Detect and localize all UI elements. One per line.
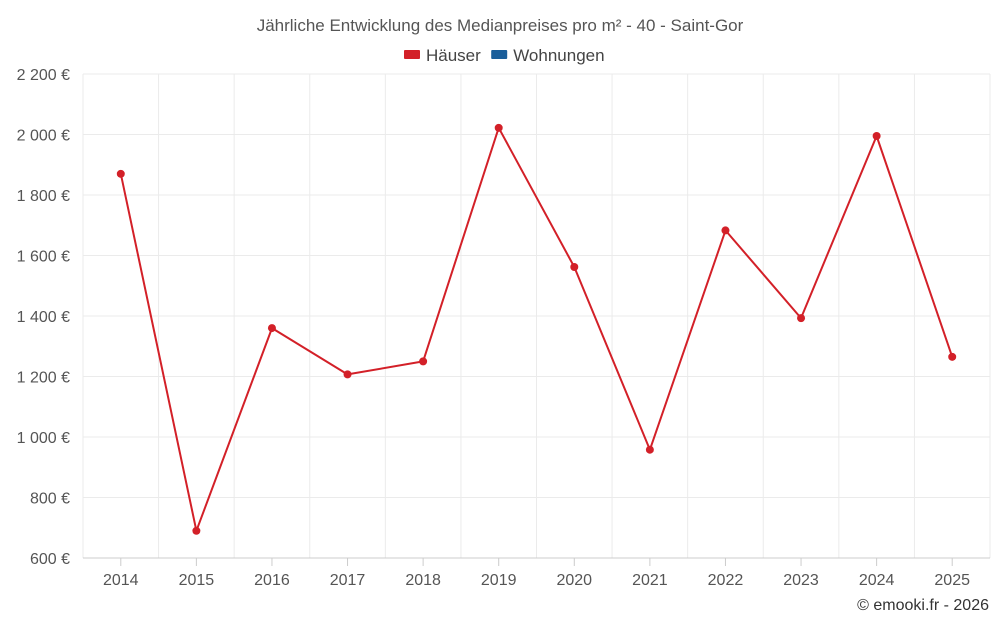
- legend-swatch: [404, 50, 420, 59]
- x-tick-label: 2025: [934, 572, 970, 589]
- series-line: [119, 126, 954, 532]
- x-tick-label: 2021: [632, 572, 668, 589]
- credit-label: © emooki.fr - 2026: [857, 597, 989, 614]
- y-axis: 600 € 800 € 1 000 € 1 200 € 1 400 € 1 600 € 1 …: [17, 67, 70, 568]
- data-point[interactable]: [343, 370, 352, 379]
- data-point[interactable]: [948, 352, 957, 361]
- series-group: [116, 123, 957, 535]
- data-point[interactable]: [192, 526, 201, 535]
- legend-label: Wohnungen: [513, 46, 604, 65]
- data-point[interactable]: [494, 123, 503, 132]
- data-point[interactable]: [570, 262, 579, 271]
- legend-item[interactable]: Wohnungen: [491, 46, 605, 65]
- x-tick-label: 2020: [556, 572, 592, 589]
- x-tick-label: 2019: [481, 572, 517, 589]
- data-point[interactable]: [116, 169, 125, 178]
- y-tick-label: 1 600 €: [17, 249, 70, 266]
- x-tick-label: 2014: [103, 572, 139, 589]
- data-point[interactable]: [419, 357, 428, 366]
- y-tick-label: 1 000 €: [17, 430, 70, 447]
- x-tick-label: 2018: [405, 572, 441, 589]
- data-point[interactable]: [797, 314, 806, 323]
- x-tick-label: 2017: [330, 572, 366, 589]
- y-tick-label: 600 €: [30, 551, 70, 568]
- y-tick-label: 2 000 €: [17, 128, 70, 145]
- x-tick-label: 2023: [783, 572, 819, 589]
- x-tick-label: 2024: [859, 572, 895, 589]
- y-tick-label: 2 200 €: [17, 67, 70, 84]
- x-tick-label: 2022: [708, 572, 744, 589]
- data-point[interactable]: [267, 324, 276, 333]
- legend-swatch: [491, 50, 508, 59]
- legend-label: Häuser: [426, 46, 481, 65]
- y-tick-label: 800 €: [30, 491, 70, 508]
- data-point[interactable]: [721, 226, 730, 235]
- x-tick-label: 2016: [254, 572, 290, 589]
- grid: [82, 73, 991, 559]
- x-tick-label: 2015: [179, 572, 215, 589]
- legend-item[interactable]: Häuser: [404, 46, 481, 65]
- legend: Häuser Wohnungen: [404, 46, 605, 65]
- data-point[interactable]: [872, 132, 881, 141]
- data-point[interactable]: [645, 445, 654, 454]
- y-tick-label: 1 200 €: [17, 370, 70, 387]
- chart-title: Jährliche Entwicklung des Medianpreises …: [257, 16, 744, 35]
- x-axis: 2014 2015 2016 2017 2018 2019 2020 2021 2022 2023…: [83, 557, 990, 589]
- y-tick-label: 1 800 €: [17, 188, 70, 205]
- y-tick-label: 1 400 €: [17, 309, 70, 326]
